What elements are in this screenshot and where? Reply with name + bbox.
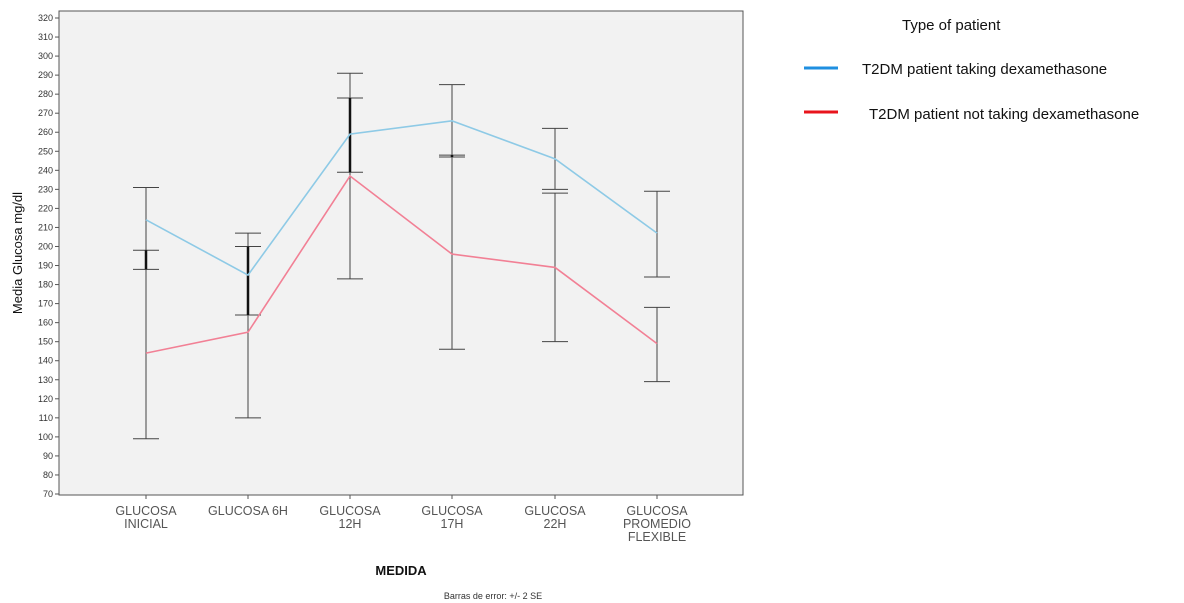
y-tick-label: 150: [38, 337, 53, 347]
y-tick-label: 80: [43, 470, 53, 480]
legend-title: Type of patient: [902, 17, 1001, 34]
y-axis: 70 80 90 100 110 120 130 140 150 160 170 180 190 200 2…: [38, 13, 59, 499]
error-bars: [133, 72, 670, 440]
x-category-label: GLUCOSA 22H: [524, 504, 586, 531]
y-tick-label: 230: [38, 184, 53, 194]
series-lines: [145, 119, 658, 354]
y-tick-label: 210: [38, 222, 53, 232]
x-category-label: GLUCOSA INICIAL: [115, 504, 177, 531]
x-axis: GLUCOSA INICIAL GLUCOSA 6H GLUCOSA 12H GLUCOS…: [115, 495, 691, 544]
y-tick-label: 160: [38, 318, 53, 328]
series-line-0: [145, 119, 658, 277]
y-tick-label: 190: [38, 261, 53, 271]
legend-label-dexamethasone: T2DM patient taking dexamethasone: [862, 61, 1107, 78]
footnote: Barras de error: +/- 2 SE: [444, 591, 542, 601]
y-tick-label: 240: [38, 165, 53, 175]
x-category-label: GLUCOSA PROMEDIO FLEXIBLE: [623, 504, 691, 544]
y-tick-label: 250: [38, 146, 53, 156]
x-axis-title: MEDIDA: [375, 563, 427, 578]
y-tick-label: 310: [38, 32, 53, 42]
y-tick-label: 270: [38, 108, 53, 118]
y-tick-label: 200: [38, 241, 53, 251]
legend-label-no-dexamethasone: T2DM patient not taking dexamethasone: [869, 106, 1139, 123]
y-tick-label: 260: [38, 127, 53, 137]
y-tick-label: 280: [38, 89, 53, 99]
y-axis-title: Media Glucosa mg/dl: [10, 192, 25, 314]
x-category-label: GLUCOSA 17H: [421, 504, 483, 531]
y-tick-label: 300: [38, 51, 53, 61]
x-category-label: GLUCOSA 6H: [208, 504, 288, 518]
series-line-1: [145, 174, 658, 354]
y-tick-label: 320: [38, 13, 53, 23]
y-tick-label: 140: [38, 356, 53, 366]
y-tick-label: 90: [43, 451, 53, 461]
y-tick-label: 220: [38, 203, 53, 213]
y-tick-label: 120: [38, 394, 53, 404]
y-tick-label: 290: [38, 70, 53, 80]
y-tick-label: 110: [39, 413, 53, 423]
legend: Type of patient T2DM patient taking dexa…: [804, 17, 1139, 123]
y-tick-label: 70: [43, 489, 53, 499]
y-tick-label: 170: [38, 299, 53, 309]
plot-area: [58, 10, 744, 496]
y-tick-label: 100: [38, 432, 53, 442]
x-category-label: GLUCOSA 12H: [319, 504, 381, 531]
y-tick-label: 180: [38, 280, 53, 290]
y-tick-label: 130: [38, 375, 53, 385]
